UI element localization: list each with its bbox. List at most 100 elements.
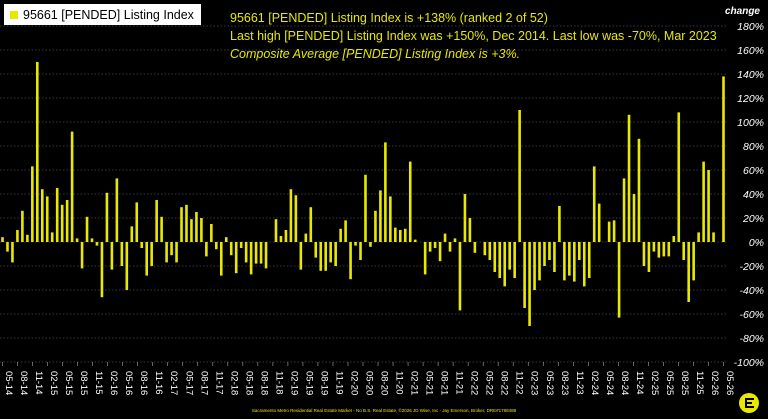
gridlines [0,25,726,363]
bar [11,242,14,263]
legend: 95661 [PENDED] Listing Index [4,4,201,25]
bar [607,221,611,242]
bar [215,242,218,250]
x-tick-label: 11-25 [694,371,705,395]
bar [712,232,715,242]
bar [65,200,69,242]
x-tick-label: 11-18 [273,371,284,395]
x-tick-label: 08-16 [138,371,149,395]
x-tick-label: 11-22 [514,371,525,395]
bar [687,242,690,302]
bar [632,194,636,242]
bar [587,242,591,278]
bar [175,242,178,263]
bar [205,242,208,257]
bar [408,161,412,242]
x-tick-label: 05-19 [303,371,314,395]
bar [309,207,313,242]
bar [264,242,268,269]
bar [448,242,452,252]
bar [115,178,119,242]
bar [403,228,407,242]
x-tick-label: 05-18 [243,371,254,395]
bar [354,242,357,246]
bar [279,236,283,242]
bar [637,138,641,242]
bar [697,232,700,242]
x-tick-label: 05-26 [724,371,735,395]
bar [573,242,576,282]
x-tick-label: 05-22 [484,371,495,395]
bar [85,216,89,242]
bar [165,242,168,263]
bar [672,236,676,242]
bar-series [1,62,725,326]
x-tick-label: 08-17 [198,371,209,395]
bar [259,242,263,264]
bar [125,242,129,290]
x-tick-label: 02-22 [469,371,480,395]
x-tick-label: 11-15 [93,371,104,395]
bar [284,230,288,242]
bar [185,204,188,242]
bar [50,232,54,242]
bar [100,242,104,298]
bar [548,242,551,260]
bar [254,242,258,264]
y-tick-label: 100% [737,117,764,129]
bar [21,210,24,242]
x-tick-label: 02-19 [288,371,299,395]
bar [563,242,566,281]
bar [55,188,59,242]
bar [70,131,74,242]
x-tick-label: 08-25 [679,371,690,395]
bar [299,242,303,270]
x-tick-label: 08-22 [499,371,510,395]
y-tick-label: -80% [739,333,764,345]
footer-credit: Sacramento Metro Residential Real Estate… [251,408,517,413]
y-tick-label: 20% [742,213,764,225]
bar [304,233,308,242]
y-tick-label: -40% [739,285,764,297]
y-tick-label: 80% [743,141,764,153]
y-tick-label: 0% [749,237,764,249]
bar [219,242,223,276]
y-axis-ticks: 180% 160% 140% 120% 100% 80% 60% 40% 20% 0% -20% -4… [734,21,764,369]
bar [224,237,228,242]
bar [642,242,646,266]
x-tick-label: 05-15 [63,371,74,395]
bar [652,242,656,252]
x-tick-label: 08-19 [318,371,329,395]
bar [210,224,213,242]
bar [543,242,546,266]
bar [145,242,148,276]
bar [319,242,323,271]
summary-text: 95661 [PENDED] Listing Index is +138% (r… [230,9,717,63]
bar [170,242,173,256]
bar [413,239,417,242]
bar [513,242,516,278]
bar [289,189,293,242]
bar [90,238,94,242]
bar [398,230,402,242]
x-tick-label: 02-17 [168,371,179,395]
y-tick-label: 160% [737,45,764,57]
bar [334,242,337,266]
bar [36,62,39,242]
bar [180,207,183,242]
bar [597,203,601,242]
bar [160,216,163,242]
x-tick-label: 05-23 [544,371,555,395]
x-tick-label: 11-16 [153,371,164,395]
y-tick-label: -60% [739,309,764,321]
bar [110,242,114,270]
bar [578,242,581,260]
y-tick-label: 120% [737,93,764,105]
bar [1,237,4,242]
bar [438,242,442,262]
x-axis-ticks: 05-14 08-14 11-14 02-15 05-15 08-15 11-15 02-16… [2,362,735,395]
legend-swatch [10,10,18,19]
x-tick-label: 05-17 [183,371,194,395]
bar [493,242,497,272]
